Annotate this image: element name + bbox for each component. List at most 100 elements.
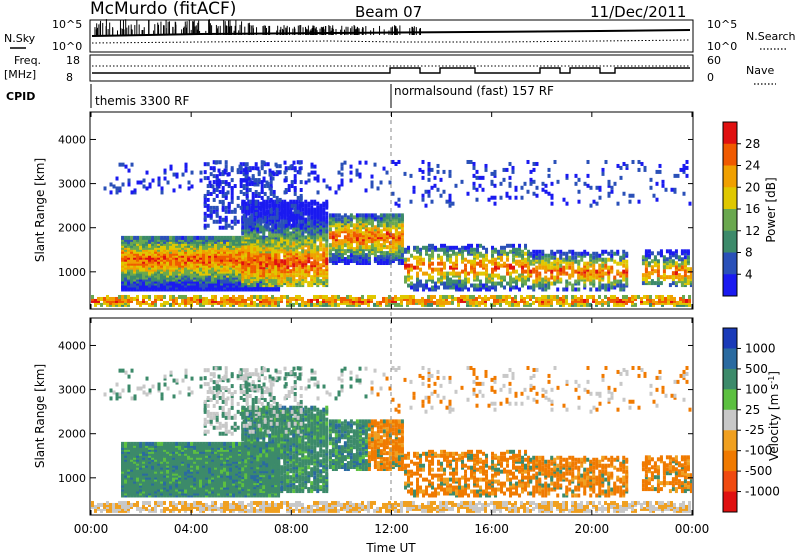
power-cell — [253, 283, 257, 288]
power-cell — [262, 255, 266, 260]
power-cell — [250, 239, 254, 244]
power-cell — [565, 300, 568, 305]
power-cell — [148, 294, 151, 299]
power-cell — [121, 235, 125, 240]
power-cell — [241, 261, 245, 266]
power-cell — [313, 207, 317, 212]
power-cell — [355, 245, 359, 250]
power-cell — [473, 251, 477, 256]
power-cell — [679, 296, 682, 301]
power-cell — [178, 235, 182, 240]
power-cell — [262, 199, 266, 204]
power-cell — [577, 199, 581, 204]
power-cell — [274, 265, 278, 270]
power-cell — [461, 249, 465, 254]
power-cell — [598, 267, 602, 272]
power-cell — [391, 233, 395, 238]
power-cell — [127, 294, 130, 299]
power-cell — [206, 223, 210, 228]
power-cell — [265, 247, 269, 252]
power-cell — [440, 243, 444, 248]
power-cell — [433, 175, 437, 180]
power-cell — [481, 300, 484, 305]
power-cell — [301, 237, 305, 242]
power-cell — [322, 233, 326, 238]
power-cell — [577, 189, 581, 194]
power-cell — [391, 249, 395, 254]
power-cell — [284, 219, 288, 224]
power-cell — [485, 263, 489, 268]
power-cell — [184, 235, 188, 240]
power-cell — [493, 195, 497, 200]
power-cell — [640, 296, 643, 301]
power-cell — [619, 279, 623, 284]
power-cell — [458, 279, 462, 284]
power-cell — [538, 249, 542, 254]
power-cell — [343, 213, 347, 218]
power-cell — [277, 215, 281, 220]
power-cell — [286, 294, 289, 299]
power-cell — [313, 269, 317, 274]
power-cell — [470, 247, 474, 252]
power-cell — [625, 259, 629, 264]
power-cell — [301, 296, 304, 301]
power-cell — [91, 294, 94, 299]
power-cell — [367, 253, 371, 258]
power-cell — [376, 227, 380, 232]
power-cell — [416, 249, 420, 254]
power-cell — [100, 302, 103, 307]
power-cell — [460, 298, 463, 303]
power-cell — [622, 191, 626, 196]
power-cell — [416, 255, 420, 260]
power-cell — [361, 231, 365, 236]
power-cell — [293, 186, 297, 191]
power-cell — [221, 180, 225, 185]
power-cell — [556, 294, 559, 299]
power-cell — [319, 294, 322, 299]
power-cell — [404, 279, 408, 284]
power-cell — [616, 261, 620, 266]
power-cell — [325, 265, 329, 270]
power-cell — [286, 227, 290, 232]
power-cell — [331, 241, 335, 246]
power-cell — [209, 209, 213, 214]
power-cell — [343, 235, 347, 240]
power-cell — [506, 263, 510, 268]
power-cell — [664, 296, 667, 301]
power-cell — [616, 283, 620, 288]
power-cell — [577, 281, 581, 286]
power-cell — [212, 166, 216, 171]
power-cell — [262, 271, 266, 276]
power-cell — [604, 159, 608, 164]
power-cell — [260, 164, 264, 169]
power-cell — [601, 263, 605, 268]
power-cell — [257, 205, 261, 210]
power-cell — [622, 283, 626, 288]
power-cell — [184, 294, 187, 299]
power-cell — [583, 181, 587, 186]
power-cell — [562, 197, 566, 202]
power-cell — [607, 279, 611, 284]
power-cell — [235, 296, 238, 301]
power-cell — [434, 281, 438, 286]
power-cell — [406, 294, 409, 299]
power-cell — [607, 275, 611, 280]
power-cell — [523, 181, 527, 186]
power-cell — [385, 221, 389, 226]
power-cell — [514, 302, 517, 307]
power-cell — [467, 243, 471, 248]
power-cell — [310, 302, 313, 307]
power-cell — [358, 245, 362, 250]
power-cell — [613, 251, 617, 256]
power-cell — [619, 287, 623, 292]
nsearch-tick-top: 10^5 — [707, 18, 737, 31]
power-cell — [518, 247, 522, 252]
power-cell — [230, 195, 234, 200]
power-cell — [494, 281, 498, 286]
power-cell — [331, 298, 334, 303]
power-cell — [313, 229, 317, 234]
power-cell — [529, 251, 533, 256]
power-cell — [328, 227, 332, 232]
power-cell — [589, 253, 593, 258]
power-cell — [488, 279, 492, 284]
